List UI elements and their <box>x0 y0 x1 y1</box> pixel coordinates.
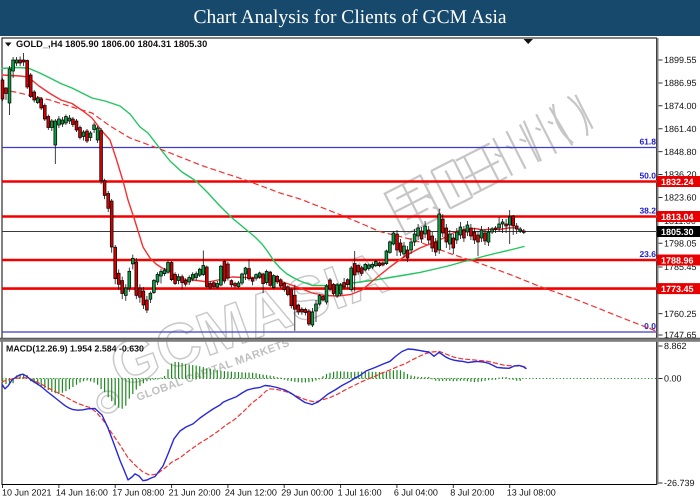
svg-text:17 Jun 08:00: 17 Jun 08:00 <box>112 488 164 498</box>
svg-text:MACD(12.26.9) 1.954 2.584 -0.6: MACD(12.26.9) 1.954 2.584 -0.630 <box>6 344 144 354</box>
svg-text:1805.30: 1805.30 <box>661 227 694 237</box>
svg-text:1813.04: 1813.04 <box>661 212 694 222</box>
svg-text:1886.95: 1886.95 <box>664 78 697 88</box>
svg-text:GOLD_,H4 1805.90 1806.00 1804: GOLD_,H4 1805.90 1806.00 1804.31 1805.30 <box>16 39 207 49</box>
svg-text:1798.05: 1798.05 <box>664 239 697 249</box>
svg-text:1836.20: 1836.20 <box>664 170 697 180</box>
svg-text:8 Jul 20:00: 8 Jul 20:00 <box>450 488 494 498</box>
svg-text:50.0: 50.0 <box>639 170 656 180</box>
svg-text:24 Jun 12:00: 24 Jun 12:00 <box>225 488 277 498</box>
svg-text:14 Jun 16:00: 14 Jun 16:00 <box>56 488 108 498</box>
svg-text:1899.55: 1899.55 <box>664 55 697 65</box>
svg-text:1747.65: 1747.65 <box>664 330 697 340</box>
svg-text:38.2: 38.2 <box>639 205 656 215</box>
svg-text:0.0: 0.0 <box>644 321 656 331</box>
svg-text:1823.60: 1823.60 <box>664 193 697 203</box>
svg-text:1874.00: 1874.00 <box>664 101 697 111</box>
svg-text:Chart Analysis for Clients of: Chart Analysis for Clients of GCM Asia <box>193 7 506 28</box>
svg-text:1861.40: 1861.40 <box>664 124 697 134</box>
svg-text:1 Jul 16:00: 1 Jul 16:00 <box>338 488 382 498</box>
svg-text:10 Jun 2021: 10 Jun 2021 <box>2 488 52 498</box>
svg-text:23.6: 23.6 <box>639 249 656 259</box>
svg-text:1848.80: 1848.80 <box>664 147 697 157</box>
svg-text:1760.25: 1760.25 <box>664 309 697 319</box>
svg-text:1773.45: 1773.45 <box>661 284 694 294</box>
svg-text:0.00: 0.00 <box>664 374 682 384</box>
svg-text:8.862: 8.862 <box>664 341 687 351</box>
svg-text:21 Jun 20:00: 21 Jun 20:00 <box>169 488 221 498</box>
svg-text:6 Jul 04:00: 6 Jul 04:00 <box>394 488 438 498</box>
svg-text:-26.739: -26.739 <box>664 478 695 488</box>
svg-text:1832.24: 1832.24 <box>661 177 694 187</box>
svg-text:1785.45: 1785.45 <box>664 262 697 272</box>
svg-text:13 Jul 08:00: 13 Jul 08:00 <box>507 488 556 498</box>
svg-text:29 Jun 00:00: 29 Jun 00:00 <box>281 488 333 498</box>
svg-text:61.8: 61.8 <box>639 136 656 146</box>
svg-text:1788.96: 1788.96 <box>661 256 694 266</box>
